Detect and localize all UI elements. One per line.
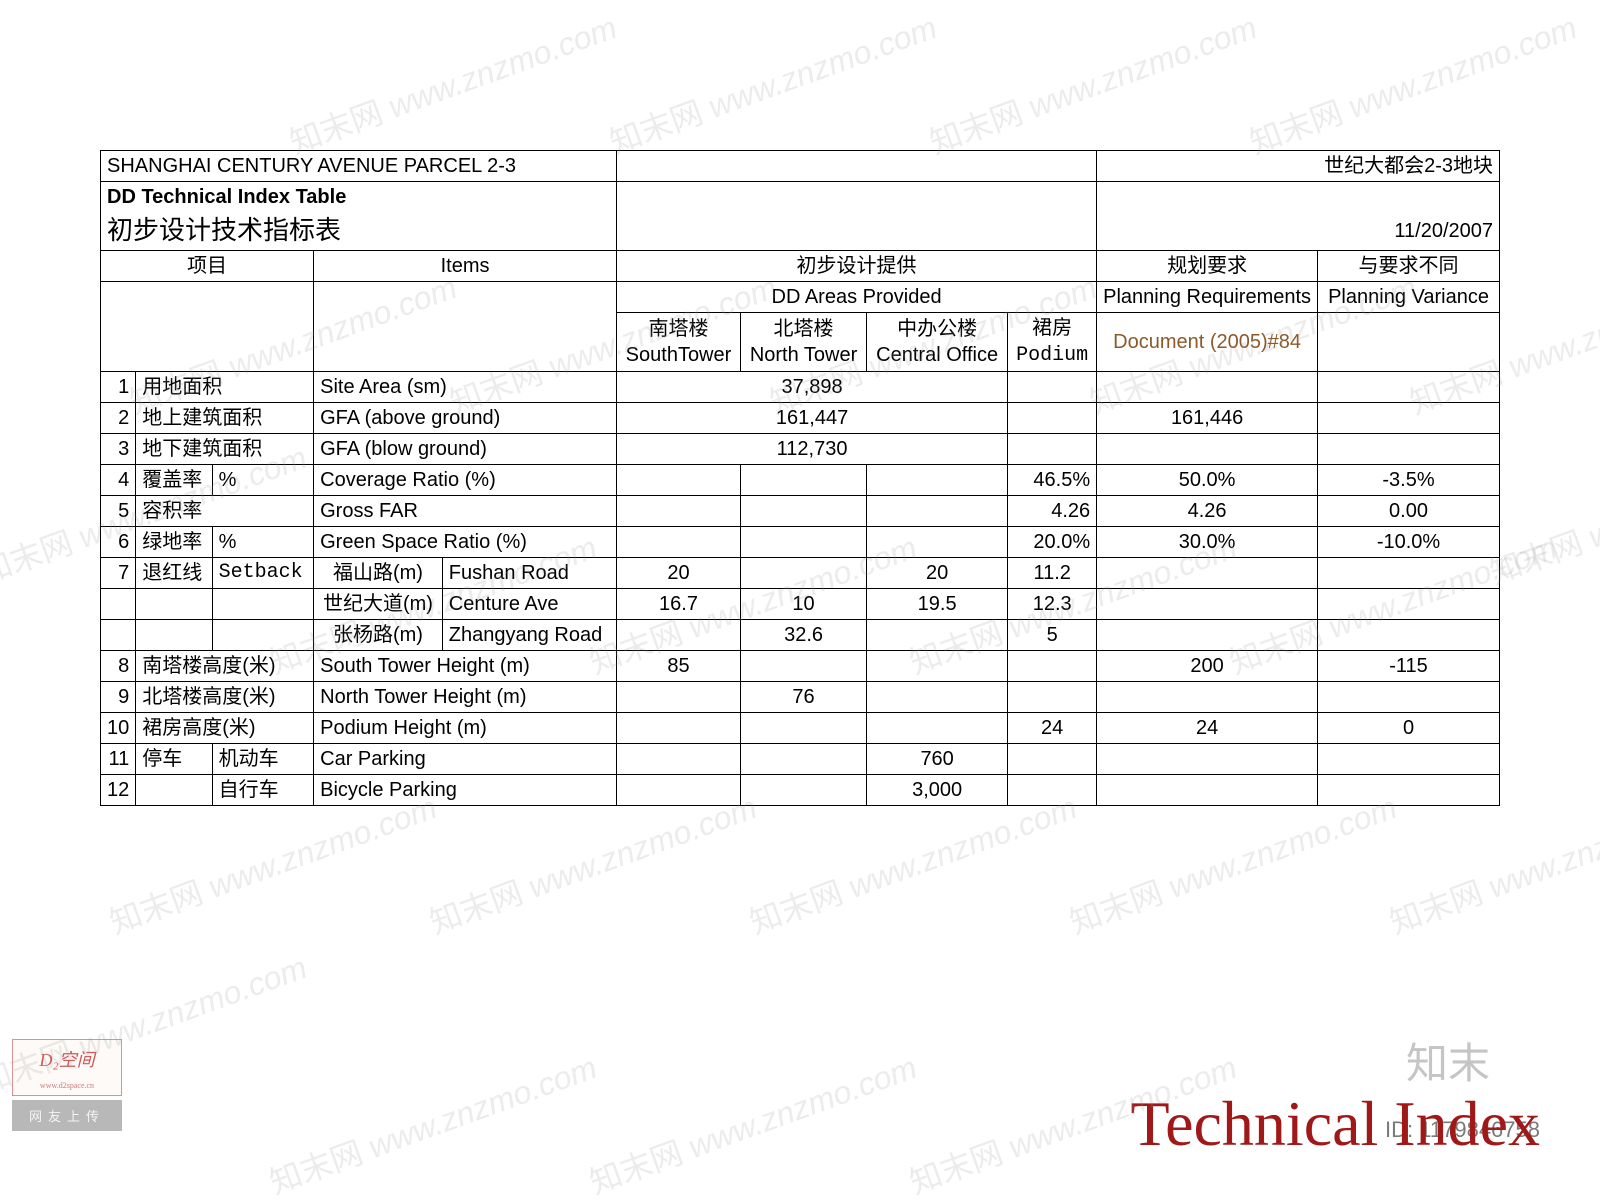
table-row: 6 绿地率 % Green Space Ratio (%) 20.0% 30.0… (101, 526, 1500, 557)
technical-index-table: SHANGHAI CENTURY AVENUE PARCEL 2-3 世纪大都会… (100, 150, 1500, 806)
watermark: 知末网 www.znzmo.com (583, 1042, 923, 1203)
footer-title: Technical Index (1130, 1087, 1540, 1161)
col-var-cn: 与要求不同 (1318, 250, 1500, 281)
col-item-en: Items (314, 250, 617, 281)
watermark: 知末网 www.znzmo.com (1063, 782, 1403, 943)
title-en: SHANGHAI CENTURY AVENUE PARCEL 2-3 (101, 151, 617, 182)
title-cn: 世纪大都会2-3地块 (1097, 151, 1500, 182)
table-row: 7 退红线 Setback 福山路(m) Fushan Road 20 20 1… (101, 557, 1500, 588)
subtitle-en: DD Technical Index Table (101, 182, 617, 213)
col-podium: 裙房Podium (1008, 312, 1097, 371)
col-central: 中办公楼Central Office (867, 312, 1008, 371)
col-north: 北塔楼North Tower (741, 312, 867, 371)
watermark: 知末网 www.znzmo.com (743, 782, 1083, 943)
table-row: 12 自行车 Bicycle Parking 3,000 (101, 774, 1500, 805)
watermark: 知末网 www.znzmo.com (263, 1042, 603, 1203)
watermark: 知末网 www.znzmo.com (1383, 782, 1600, 943)
table-row: 1 用地面积 Site Area (sm) 37,898 (101, 371, 1500, 402)
table-row: 5 容积率 Gross FAR 4.26 4.26 0.00 (101, 495, 1500, 526)
col-dd-cn: 初步设计提供 (616, 250, 1096, 281)
table-row: 张杨路(m) Zhangyang Road 32.6 5 (101, 619, 1500, 650)
table-row: 3 地下建筑面积 GFA (blow ground) 112,730 (101, 433, 1500, 464)
table-row: 8 南塔楼高度(米) South Tower Height (m) 85 200… (101, 650, 1500, 681)
table-row: 世纪大道(m) Centure Ave 16.7 10 19.5 12.3 (101, 588, 1500, 619)
table-row: 2 地上建筑面积 GFA (above ground) 161,447 161,… (101, 402, 1500, 433)
table-row: 11 停车 机动车 Car Parking 760 (101, 743, 1500, 774)
page: SHANGHAI CENTURY AVENUE PARCEL 2-3 世纪大都会… (0, 0, 1600, 806)
col-req-cn: 规划要求 (1097, 250, 1318, 281)
watermark: 知末网 www.znzmo.com (423, 782, 763, 943)
col-req-en: Planning Requirements (1097, 281, 1318, 312)
col-item-cn: 项目 (101, 250, 314, 281)
table-row: 4 覆盖率 % Coverage Ratio (%) 46.5% 50.0% -… (101, 464, 1500, 495)
col-var-en: Planning Variance (1318, 281, 1500, 312)
table-row: 10 裙房高度(米) Podium Height (m) 24 24 0 (101, 712, 1500, 743)
subtitle-cn: 初步设计技术指标表 (101, 212, 617, 250)
logo-badge: D₂空间 www.d2space.cn 网友上传 (12, 1039, 122, 1131)
col-south: 南塔楼SouthTower (616, 312, 740, 371)
col-dd-en: DD Areas Provided (616, 281, 1096, 312)
col-docref: Document (2005)#84 (1097, 312, 1318, 371)
watermark-corner: 知末 (1406, 1030, 1490, 1091)
watermark: 知末网 www.znzmo.com (103, 782, 443, 943)
table-row: 9 北塔楼高度(米) North Tower Height (m) 76 (101, 681, 1500, 712)
date: 11/20/2007 (1097, 212, 1500, 250)
